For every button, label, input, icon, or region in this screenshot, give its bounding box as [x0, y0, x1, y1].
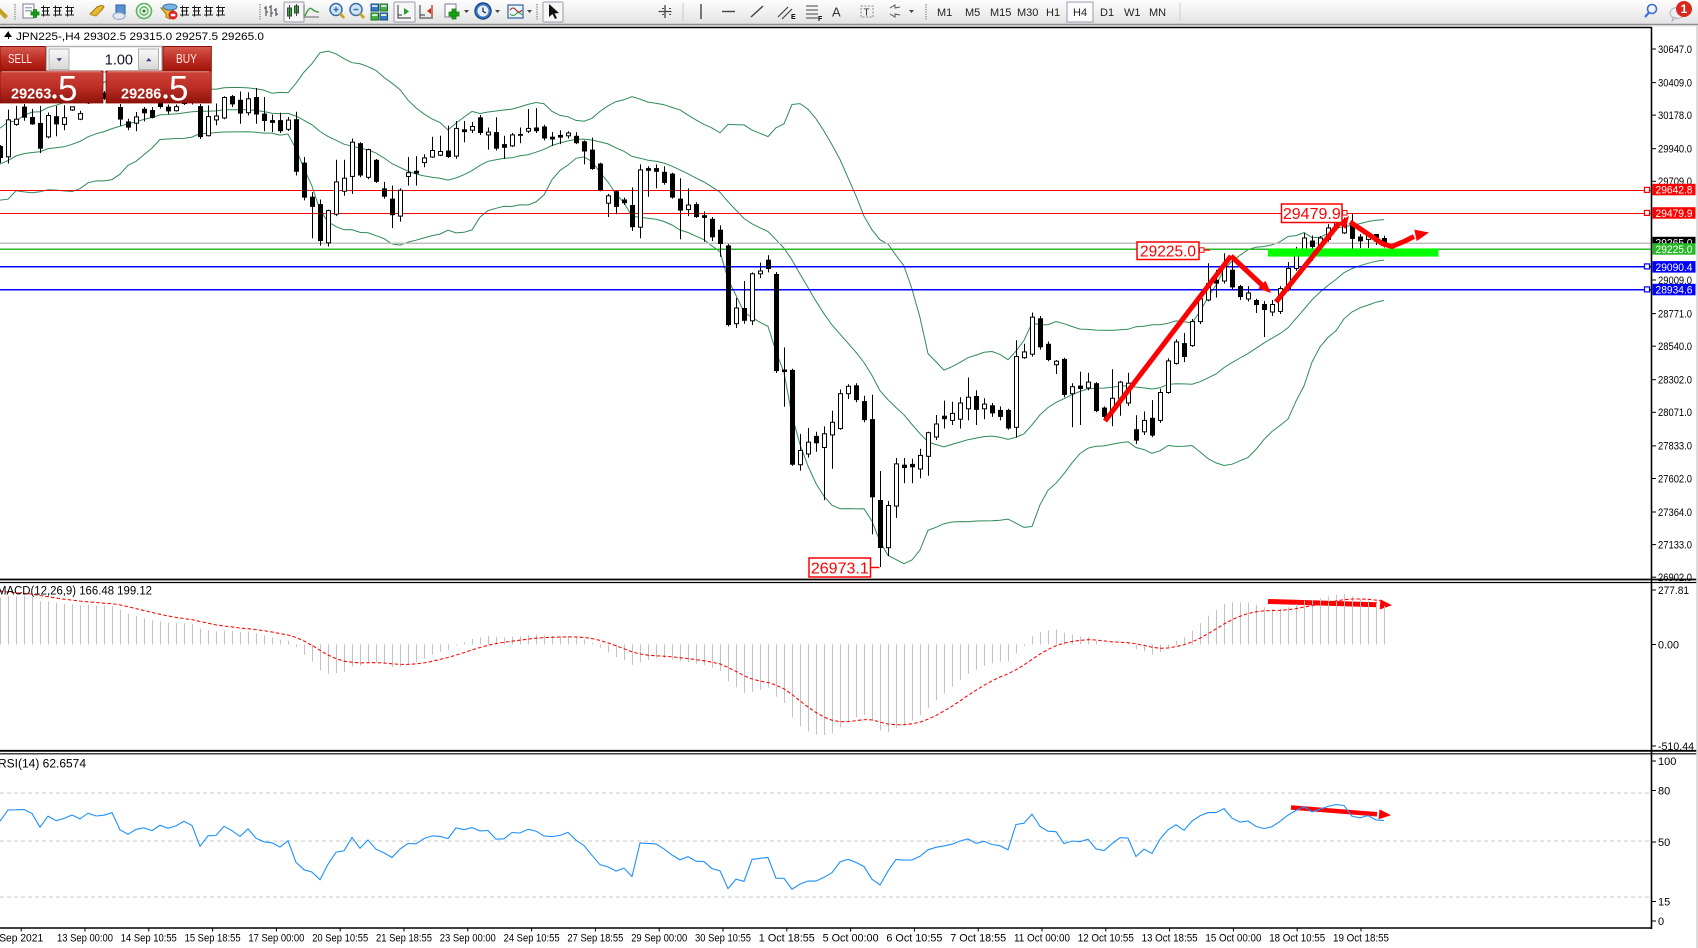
svg-text:29479.9: 29479.9: [1283, 206, 1341, 223]
svg-text:27133.0: 27133.0: [1658, 539, 1692, 551]
svg-text:11 Oct 00:00: 11 Oct 00:00: [1014, 933, 1070, 945]
svg-text:29090.4: 29090.4: [1656, 262, 1693, 274]
svg-text:277.81: 277.81: [1658, 585, 1689, 597]
svg-text:RSI(14) 62.6574: RSI(14) 62.6574: [0, 759, 87, 771]
svg-text:5: 5: [58, 70, 77, 109]
svg-text:0.00: 0.00: [1658, 639, 1679, 651]
svg-text:29 Sep 00:00: 29 Sep 00:00: [631, 933, 687, 945]
svg-text:29479.9: 29479.9: [1656, 208, 1693, 220]
svg-text:M1: M1: [937, 7, 952, 19]
svg-text:F: F: [818, 16, 823, 23]
svg-text:SELL: SELL: [8, 52, 32, 66]
svg-text:80: 80: [1658, 785, 1670, 797]
svg-text:13 Oct 18:55: 13 Oct 18:55: [1142, 933, 1198, 945]
svg-text:30409.0: 30409.0: [1658, 77, 1692, 89]
svg-text:50: 50: [1658, 837, 1670, 849]
svg-text:12 Oct 10:55: 12 Oct 10:55: [1078, 933, 1134, 945]
svg-text:1.00: 1.00: [105, 53, 133, 69]
svg-text:29263: 29263: [11, 87, 51, 103]
svg-text:M30: M30: [1017, 7, 1038, 19]
svg-text:28540.0: 28540.0: [1658, 341, 1692, 353]
svg-text:29286: 29286: [121, 87, 161, 103]
svg-text:MN: MN: [1149, 7, 1166, 19]
svg-text:H1: H1: [1046, 7, 1060, 19]
svg-text:24 Sep 10:55: 24 Sep 10:55: [504, 933, 560, 945]
svg-text:18 Oct 10:55: 18 Oct 10:55: [1269, 933, 1325, 945]
svg-text:15 Oct 00:00: 15 Oct 00:00: [1205, 933, 1261, 945]
svg-text:MACD(12,26,9) 166.48 199.12: MACD(12,26,9) 166.48 199.12: [0, 586, 152, 598]
svg-text:29225.0: 29225.0: [1656, 244, 1693, 256]
svg-text:0: 0: [1658, 916, 1664, 928]
svg-text:A: A: [832, 5, 841, 20]
svg-text:27602.0: 27602.0: [1658, 473, 1692, 485]
svg-text:27364.0: 27364.0: [1658, 507, 1692, 519]
svg-text:E: E: [791, 14, 796, 21]
svg-text:30647.0: 30647.0: [1658, 44, 1692, 56]
svg-text:29940.0: 29940.0: [1658, 144, 1692, 156]
svg-text:W1: W1: [1124, 7, 1141, 19]
svg-text:M15: M15: [990, 7, 1011, 19]
svg-text:26902.0: 26902.0: [1658, 572, 1692, 584]
svg-text:30178.0: 30178.0: [1658, 110, 1692, 122]
svg-text:15: 15: [1658, 896, 1670, 908]
svg-text:28302.0: 28302.0: [1658, 375, 1692, 387]
svg-text:100: 100: [1658, 756, 1676, 768]
svg-text:5: 5: [169, 70, 188, 109]
svg-text:7 Oct 18:55: 7 Oct 18:55: [950, 933, 1006, 945]
svg-text:1 Oct 18:55: 1 Oct 18:55: [759, 933, 815, 945]
svg-text:17 Sep 00:00: 17 Sep 00:00: [248, 933, 304, 945]
svg-text:BUY: BUY: [176, 52, 198, 66]
svg-text:21 Sep 18:55: 21 Sep 18:55: [376, 933, 432, 945]
svg-text:5 Oct 00:00: 5 Oct 00:00: [823, 933, 879, 945]
svg-text:-510.44: -510.44: [1658, 741, 1694, 753]
svg-text:14 Sep 10:55: 14 Sep 10:55: [121, 933, 177, 945]
svg-text:T: T: [864, 8, 870, 19]
svg-text:6 Oct 10:55: 6 Oct 10:55: [886, 933, 942, 945]
svg-text:Sep 2021: Sep 2021: [0, 933, 43, 945]
svg-text:27 Sep 18:55: 27 Sep 18:55: [567, 933, 623, 945]
svg-text:27833.0: 27833.0: [1658, 441, 1692, 453]
svg-text:19 Oct 18:55: 19 Oct 18:55: [1333, 933, 1389, 945]
svg-text:28934.6: 28934.6: [1656, 284, 1693, 296]
svg-text:H4: H4: [1073, 7, 1087, 19]
svg-text:30 Sep 10:55: 30 Sep 10:55: [695, 933, 751, 945]
svg-text:13 Sep 00:00: 13 Sep 00:00: [57, 933, 113, 945]
svg-text:JPN225-,H4 29302.5 29315.0 29: JPN225-,H4 29302.5 29315.0 29257.5 29265…: [16, 31, 264, 43]
svg-text:M5: M5: [965, 7, 980, 19]
svg-text:20 Sep 10:55: 20 Sep 10:55: [312, 933, 368, 945]
svg-text:28071.0: 28071.0: [1658, 407, 1692, 419]
svg-text:23 Sep 00:00: 23 Sep 00:00: [440, 933, 496, 945]
svg-text:28771.0: 28771.0: [1658, 308, 1692, 320]
svg-text:15 Sep 18:55: 15 Sep 18:55: [185, 933, 241, 945]
svg-text:D1: D1: [1100, 7, 1114, 19]
svg-text:26973.1: 26973.1: [811, 560, 869, 577]
svg-text:1: 1: [1681, 2, 1688, 16]
svg-text:29225.0: 29225.0: [1140, 243, 1196, 260]
svg-text:29642.8: 29642.8: [1656, 184, 1693, 196]
